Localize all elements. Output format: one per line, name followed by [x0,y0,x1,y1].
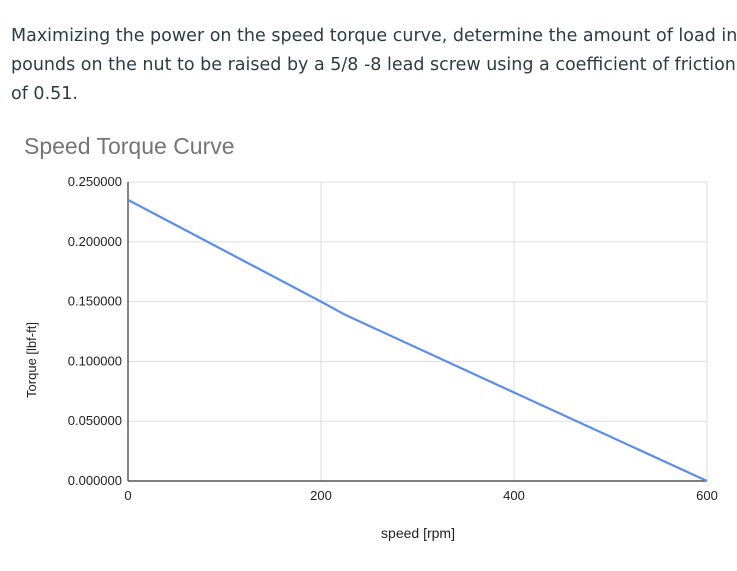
chart-svg: Speed Torque Curve 0.000000 0.050000 0.100… [24,133,718,541]
question-text: Maximizing the power on the speed torque… [11,22,737,109]
question-line-2: pounds on the nut to be raised by a 5/8 … [11,55,736,75]
y-tick-label: 0.050000 [68,413,122,428]
speed-torque-chart: Speed Torque Curve 0.000000 0.050000 0.100… [0,120,737,560]
axis-layer [127,182,707,482]
x-tick-label: 400 [503,488,525,503]
x-tick-label: 200 [310,488,332,503]
x-axis-label: speed [rpm] [381,525,455,541]
y-tick-label: 0.000000 [68,473,122,488]
y-tick-label: 0.250000 [68,174,122,189]
y-tick-label: 0.100000 [68,353,122,368]
grid-layer [128,181,708,481]
y-tick-label: 0.150000 [68,294,122,309]
torque-series-line [127,198,708,482]
tick-labels: 0.000000 0.050000 0.100000 0.150000 0.200000… [68,174,718,503]
question-line-1: Maximizing the power on the speed torque… [11,26,737,46]
question-line-3: of 0.51. [11,84,78,104]
x-tick-label: 0 [124,488,131,503]
series-layer [127,198,708,482]
y-tick-label: 0.200000 [68,234,122,249]
y-axis-label: Torque [lbf-ft] [24,322,39,398]
x-tick-label: 600 [696,488,718,503]
chart-title: Speed Torque Curve [24,133,235,159]
